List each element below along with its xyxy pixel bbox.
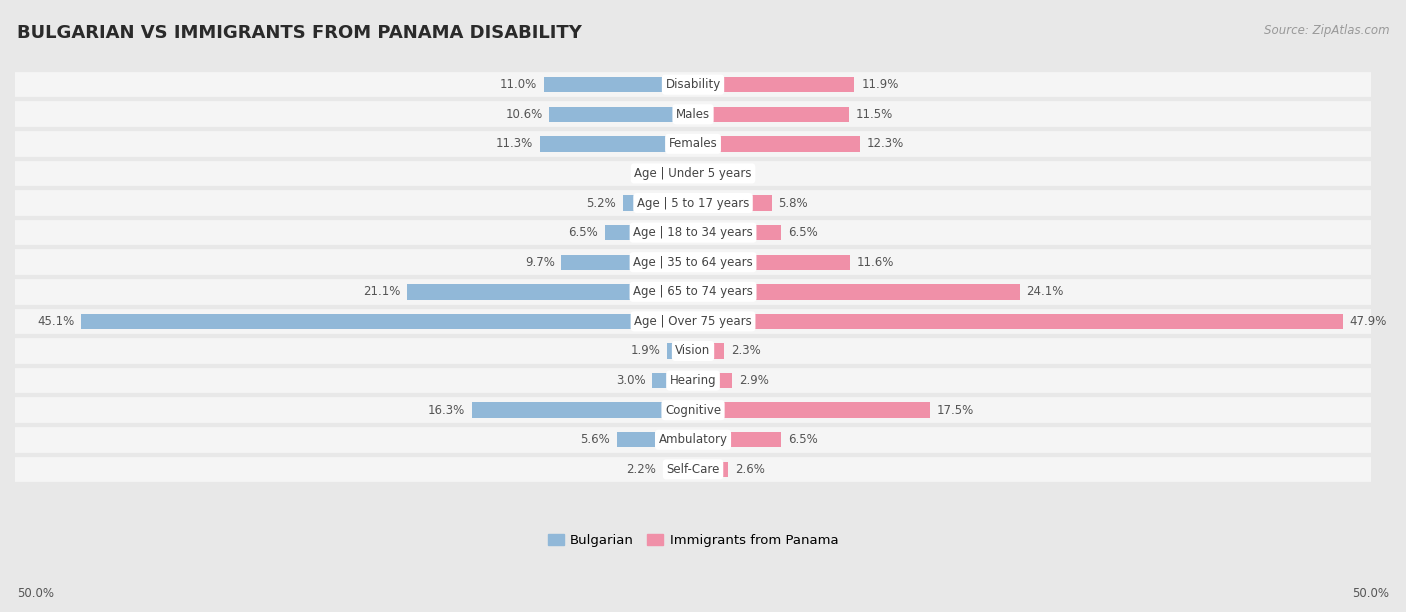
Bar xyxy=(693,255,851,270)
Text: 2.9%: 2.9% xyxy=(740,374,769,387)
Bar xyxy=(544,77,693,92)
Text: Age | Over 75 years: Age | Over 75 years xyxy=(634,315,752,328)
Text: 50.0%: 50.0% xyxy=(1353,587,1389,600)
Bar xyxy=(561,255,693,270)
Text: Age | 35 to 64 years: Age | 35 to 64 years xyxy=(633,256,752,269)
Bar xyxy=(693,314,1343,329)
Text: 6.5%: 6.5% xyxy=(787,433,818,446)
Text: 16.3%: 16.3% xyxy=(427,404,465,417)
FancyBboxPatch shape xyxy=(0,395,1398,425)
FancyBboxPatch shape xyxy=(0,159,1398,188)
Bar xyxy=(693,225,782,241)
Text: Ambulatory: Ambulatory xyxy=(658,433,727,446)
Text: Age | 65 to 74 years: Age | 65 to 74 years xyxy=(633,285,754,298)
Text: 11.0%: 11.0% xyxy=(499,78,537,91)
FancyBboxPatch shape xyxy=(0,100,1398,129)
Bar xyxy=(693,136,860,152)
Bar xyxy=(472,403,693,418)
Bar xyxy=(693,373,733,388)
Bar xyxy=(693,284,1019,299)
FancyBboxPatch shape xyxy=(0,425,1398,455)
Text: 11.5%: 11.5% xyxy=(856,108,893,121)
Bar xyxy=(693,106,849,122)
FancyBboxPatch shape xyxy=(0,247,1398,277)
Text: 10.6%: 10.6% xyxy=(505,108,543,121)
Text: 9.7%: 9.7% xyxy=(524,256,555,269)
Bar xyxy=(82,314,693,329)
Text: 11.6%: 11.6% xyxy=(858,256,894,269)
Bar xyxy=(406,284,693,299)
Bar xyxy=(693,403,931,418)
Text: 5.6%: 5.6% xyxy=(581,433,610,446)
Text: BULGARIAN VS IMMIGRANTS FROM PANAMA DISABILITY: BULGARIAN VS IMMIGRANTS FROM PANAMA DISA… xyxy=(17,24,582,42)
Bar xyxy=(693,195,772,211)
Text: Age | 18 to 34 years: Age | 18 to 34 years xyxy=(633,226,752,239)
Bar xyxy=(623,195,693,211)
Text: 24.1%: 24.1% xyxy=(1026,285,1064,298)
Text: Disability: Disability xyxy=(665,78,721,91)
Bar xyxy=(652,373,693,388)
Text: 1.9%: 1.9% xyxy=(631,345,661,357)
Text: 3.0%: 3.0% xyxy=(616,374,645,387)
Text: 6.5%: 6.5% xyxy=(787,226,818,239)
Bar xyxy=(605,225,693,241)
Text: Self-Care: Self-Care xyxy=(666,463,720,476)
Bar xyxy=(664,461,693,477)
FancyBboxPatch shape xyxy=(0,366,1398,395)
Bar xyxy=(550,106,693,122)
Text: Cognitive: Cognitive xyxy=(665,404,721,417)
Text: Hearing: Hearing xyxy=(669,374,716,387)
Text: 11.3%: 11.3% xyxy=(496,137,533,151)
FancyBboxPatch shape xyxy=(0,307,1398,336)
Bar xyxy=(540,136,693,152)
Text: 47.9%: 47.9% xyxy=(1350,315,1386,328)
Text: Age | 5 to 17 years: Age | 5 to 17 years xyxy=(637,196,749,209)
Text: 2.6%: 2.6% xyxy=(735,463,765,476)
Text: 11.9%: 11.9% xyxy=(862,78,898,91)
FancyBboxPatch shape xyxy=(0,277,1398,307)
Text: Vision: Vision xyxy=(675,345,710,357)
Bar xyxy=(617,432,693,447)
Legend: Bulgarian, Immigrants from Panama: Bulgarian, Immigrants from Panama xyxy=(548,534,838,547)
Bar xyxy=(693,461,728,477)
Text: 6.5%: 6.5% xyxy=(568,226,598,239)
Text: Source: ZipAtlas.com: Source: ZipAtlas.com xyxy=(1264,24,1389,37)
Bar xyxy=(693,77,855,92)
Text: 2.2%: 2.2% xyxy=(627,463,657,476)
Bar xyxy=(668,343,693,359)
Text: 50.0%: 50.0% xyxy=(17,587,53,600)
FancyBboxPatch shape xyxy=(0,70,1398,100)
FancyBboxPatch shape xyxy=(0,455,1398,484)
Text: 5.8%: 5.8% xyxy=(779,196,808,209)
Text: 2.3%: 2.3% xyxy=(731,345,761,357)
FancyBboxPatch shape xyxy=(0,336,1398,366)
FancyBboxPatch shape xyxy=(0,129,1398,159)
Text: 12.3%: 12.3% xyxy=(866,137,904,151)
Text: 21.1%: 21.1% xyxy=(363,285,401,298)
Bar xyxy=(693,166,709,181)
Text: 5.2%: 5.2% xyxy=(586,196,616,209)
Text: 45.1%: 45.1% xyxy=(38,315,75,328)
Text: Males: Males xyxy=(676,108,710,121)
Text: Females: Females xyxy=(669,137,717,151)
Text: Age | Under 5 years: Age | Under 5 years xyxy=(634,167,752,180)
FancyBboxPatch shape xyxy=(0,188,1398,218)
FancyBboxPatch shape xyxy=(0,218,1398,247)
Text: 17.5%: 17.5% xyxy=(938,404,974,417)
Text: 1.2%: 1.2% xyxy=(716,167,747,180)
Bar xyxy=(693,343,724,359)
Bar xyxy=(693,432,782,447)
Bar xyxy=(675,166,693,181)
Text: 1.3%: 1.3% xyxy=(638,167,669,180)
